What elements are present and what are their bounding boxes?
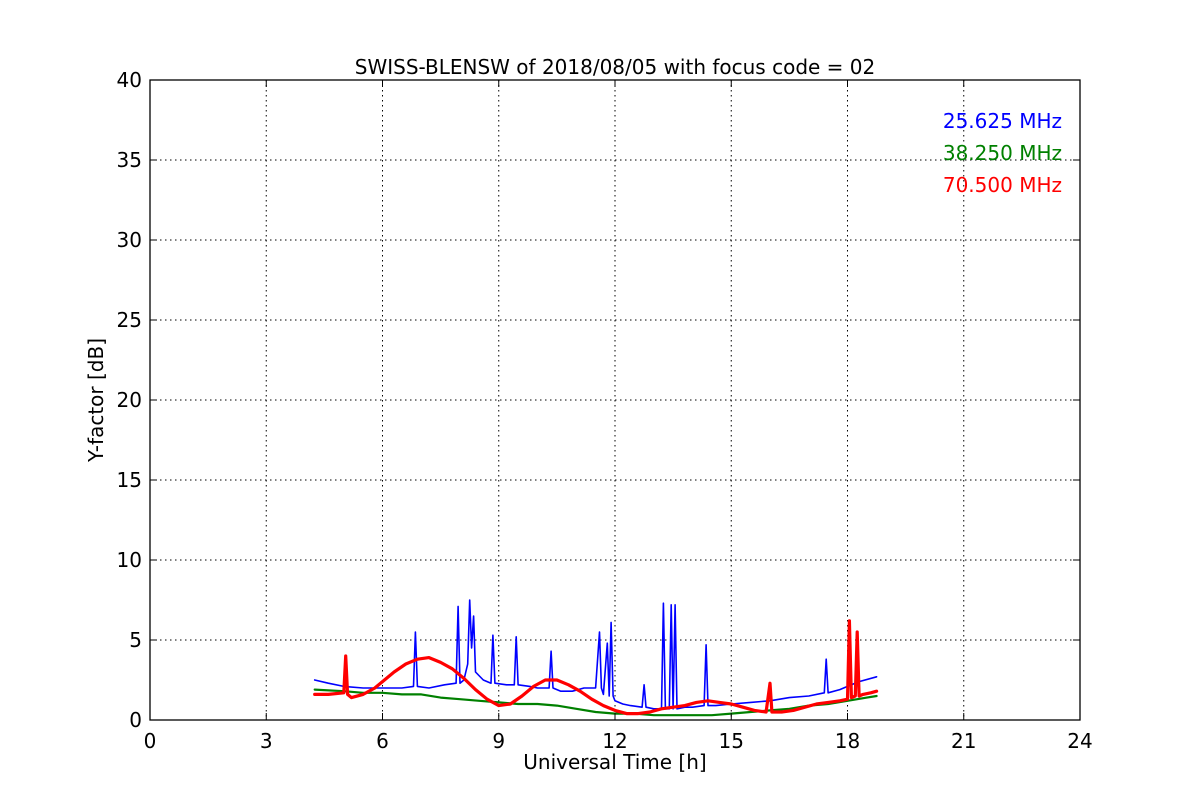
chart-title: SWISS-BLENSW of 2018/08/05 with focus co… <box>355 55 876 79</box>
legend: 25.625 MHz 38.250 MHz 70.500 MHz <box>943 109 1062 197</box>
y-tick-label: 5 <box>129 628 142 652</box>
y-tick-label: 0 <box>129 708 142 732</box>
grid-layer <box>150 80 1080 720</box>
y-tick-label: 20 <box>117 388 142 412</box>
x-tick-label: 12 <box>602 729 627 753</box>
x-tick-label: 21 <box>951 729 976 753</box>
y-tick-label: 25 <box>117 308 142 332</box>
x-axis-label: Universal Time [h] <box>523 750 706 774</box>
x-tick-label: 0 <box>144 729 157 753</box>
series-line-25-625-mhz <box>313 599 878 710</box>
y-tick-label: 40 <box>117 68 142 92</box>
x-tick-label: 6 <box>376 729 389 753</box>
legend-entry-38-250-mhz: 38.250 MHz <box>943 141 1062 165</box>
ticks-layer: 0 3 6 9 12 15 18 21 24 0 5 10 15 20 25 30 35 40 <box>117 68 1093 753</box>
x-tick-label: 18 <box>835 729 860 753</box>
y-tick-label: 10 <box>117 548 142 572</box>
series-layer <box>313 599 879 717</box>
legend-entry-70-500-mhz: 70.500 MHz <box>943 173 1062 197</box>
legend-entry-25-625-mhz: 25.625 MHz <box>943 109 1062 133</box>
y-tick-label: 35 <box>117 148 142 172</box>
x-tick-label: 15 <box>719 729 744 753</box>
y-tick-label: 30 <box>117 228 142 252</box>
y-tick-label: 15 <box>117 468 142 492</box>
series-line-38-250-mhz <box>313 688 878 717</box>
x-tick-label: 24 <box>1067 729 1092 753</box>
x-tick-label: 3 <box>260 729 273 753</box>
y-axis-label: Y-factor [dB] <box>84 338 108 463</box>
series-line-70-500-mhz <box>313 619 879 716</box>
x-tick-label: 9 <box>492 729 505 753</box>
